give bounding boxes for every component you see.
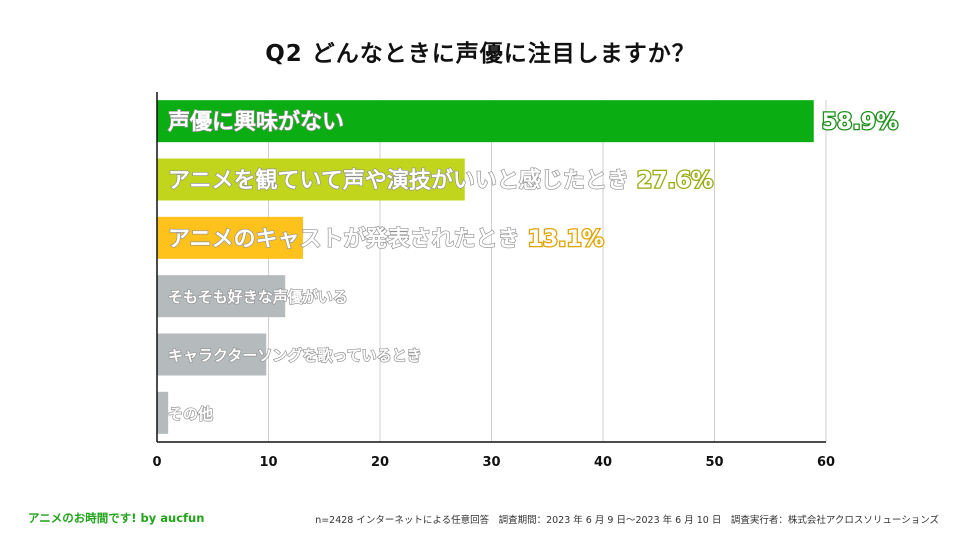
value-label-1: 27.6% <box>637 169 713 194</box>
survey-footnote: n=2428 インターネットによる任意回答 調査期間：2023 年 6 月 9 … <box>315 515 939 526</box>
bar-label-5: その他 <box>168 405 213 423</box>
bar-label-4: キャラクターソングを歌っているとき <box>168 347 422 365</box>
bar-3 <box>157 275 286 318</box>
bar-label-3: そもそも好きな声優がいる <box>168 288 348 306</box>
bar-2 <box>157 216 304 259</box>
x-tick-label-0: 0 <box>152 455 161 470</box>
bar-label-1: アニメを観ていて声や演技がいいと感じたとき <box>168 168 629 194</box>
x-tick-label-5: 50 <box>705 455 723 470</box>
x-tick-label-3: 30 <box>482 455 500 470</box>
x-tick-label-6: 60 <box>817 455 835 470</box>
bar-0 <box>157 100 814 143</box>
bar-4 <box>157 333 267 376</box>
value-label-0: 58.9% <box>822 110 898 135</box>
bar-5 <box>157 391 169 434</box>
x-tick-label-1: 10 <box>259 455 277 470</box>
x-tick-label-4: 40 <box>594 455 612 470</box>
bar-label-2: アニメのキャストが発表されたとき <box>168 226 520 252</box>
value-label-2: 13.1% <box>528 227 604 252</box>
x-tick-label-2: 20 <box>371 455 389 470</box>
chart-title: Q2 どんなときに声優に注目しますか？ <box>265 41 696 67</box>
bar-label-0: 声優に興味がない <box>167 109 344 135</box>
bar-1 <box>157 158 465 201</box>
brand-label: アニメのお時間です! by aucfun <box>28 511 205 525</box>
